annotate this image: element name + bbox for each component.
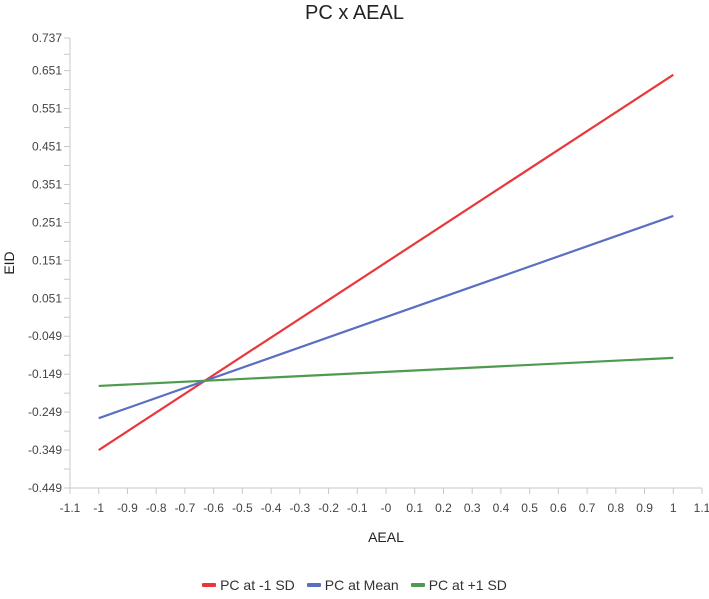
legend-swatch-blue [306, 583, 321, 587]
x-tick-label: -0 [381, 501, 392, 515]
legend-item-plus-1sd[interactable]: PC at +1 SD [410, 577, 507, 593]
y-tick-label: -0.049 [28, 329, 62, 343]
legend-swatch-red [202, 583, 217, 587]
legend-item-mean[interactable]: PC at Mean [306, 577, 399, 593]
y-tick-label: 0.451 [32, 140, 62, 154]
x-tick-label: 0.2 [435, 501, 452, 515]
y-tick-label: 0.737 [32, 31, 62, 45]
legend-label: PC at Mean [324, 577, 399, 593]
x-tick-label: -0.8 [146, 501, 167, 515]
x-tick-label: -0.5 [232, 501, 253, 515]
x-axis-title: AEAL [368, 529, 404, 545]
y-tick-label: 0.051 [32, 291, 62, 305]
chart-title: PC x AEAL [305, 2, 404, 24]
x-tick-label: 0.7 [579, 501, 596, 515]
y-tick-label: 0.251 [32, 215, 62, 229]
legend-label: PC at -1 SD [220, 577, 295, 593]
chart-legend: PC at -1 SD PC at Mean PC at +1 SD [0, 577, 709, 593]
x-tick-label: 0.8 [607, 501, 624, 515]
x-tick-label: -0.3 [289, 501, 310, 515]
y-tick-label: -0.149 [28, 367, 62, 381]
y-tick-label: -0.249 [28, 405, 62, 419]
x-tick-label: 0.9 [636, 501, 653, 515]
x-tick-label: -0.6 [203, 501, 224, 515]
y-tick-label: 0.151 [32, 253, 62, 267]
x-tick-label: -0.1 [347, 501, 368, 515]
x-tick-label: 1 [670, 501, 677, 515]
y-tick-label: 0.551 [32, 102, 62, 116]
series-line-2 [98, 356, 674, 388]
x-tick-label: -1.1 [60, 501, 81, 515]
y-axis-title: EID [1, 251, 17, 274]
legend-item-minus-1sd[interactable]: PC at -1 SD [202, 577, 295, 593]
x-tick-label: -1 [93, 501, 104, 515]
x-tick-label: 0.6 [550, 501, 567, 515]
y-tick-label: 0.651 [32, 64, 62, 78]
y-tick-label: -0.449 [28, 481, 62, 495]
legend-swatch-green [410, 583, 425, 587]
series-line-1 [98, 214, 674, 420]
x-tick-label: 1.1 [694, 501, 709, 515]
x-tick-label: 0.1 [406, 501, 423, 515]
series-line-0 [98, 73, 674, 451]
x-tick-label: -0.2 [318, 501, 339, 515]
y-tick-label: -0.349 [28, 443, 62, 457]
y-tick-label: 0.351 [32, 177, 62, 191]
legend-label: PC at +1 SD [428, 577, 507, 593]
x-tick-label: 0.5 [521, 501, 538, 515]
x-tick-label: -0.7 [175, 501, 196, 515]
x-tick-label: 0.4 [493, 501, 510, 515]
x-tick-label: -0.9 [117, 501, 138, 515]
x-tick-label: 0.3 [464, 501, 481, 515]
x-tick-label: -0.4 [261, 501, 282, 515]
